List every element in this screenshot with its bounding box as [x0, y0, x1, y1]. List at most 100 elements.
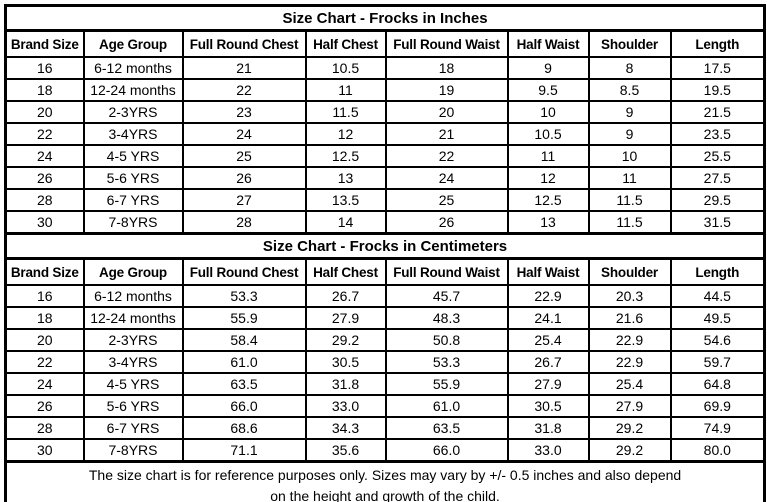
table-cell: 11 — [506, 144, 590, 168]
table-row: 18 12-24 months 55.9 27.9 48.3 24.1 21.6 49.5 — [4, 306, 766, 330]
disclaimer-line-2: on the height and growth of the child. — [270, 488, 500, 502]
table-row: 26 5-6 YRS 66.0 33.0 61.0 30.5 27.9 69.9 — [4, 394, 766, 418]
table-cell: 4-5 YRS — [82, 144, 184, 168]
table-cell: 26 — [4, 394, 85, 418]
column-header: Full Round Chest — [181, 29, 307, 58]
table-cell: 29.5 — [669, 188, 766, 212]
table-cell: 11.5 — [587, 188, 672, 212]
table-row: 20 2-3YRS 58.4 29.2 50.8 25.4 22.9 54.6 — [4, 328, 766, 352]
table-cell: 26 — [181, 166, 307, 190]
table-cell: 68.6 — [181, 416, 307, 440]
table-cell: 12 — [506, 166, 590, 190]
table-cell: 71.1 — [181, 438, 307, 463]
table-cell: 30 — [4, 438, 85, 463]
table-cell: 26.7 — [304, 284, 387, 308]
table-cell: 8.5 — [587, 78, 672, 102]
table-cell: 13 — [304, 166, 387, 190]
table-cell: 10.5 — [304, 56, 387, 80]
table-cell: 21.5 — [669, 100, 766, 124]
table-cell: 28 — [181, 210, 307, 235]
table-cell: 27 — [181, 188, 307, 212]
table-cell: 9.5 — [506, 78, 590, 102]
table-cell: 28 — [4, 416, 85, 440]
table-row: 28 6-7 YRS 68.6 34.3 63.5 31.8 29.2 74.9 — [4, 416, 766, 440]
table-cell: 2-3YRS — [82, 328, 184, 352]
table-cell: 11.5 — [304, 100, 387, 124]
table-cell: 31.5 — [669, 210, 766, 235]
table-cell: 64.8 — [669, 372, 766, 396]
column-header: Half Waist — [506, 29, 590, 58]
table-row: 30 7-8YRS 71.1 35.6 66.0 33.0 29.2 80.0 — [4, 438, 766, 463]
table-cell: 44.5 — [669, 284, 766, 308]
table-cell: 29.2 — [304, 328, 387, 352]
table-body: Size Chart - Frocks in Inches Brand Size A… — [4, 4, 766, 463]
table-cell: 54.6 — [669, 328, 766, 352]
table-cell: 66.0 — [384, 438, 509, 463]
table-cell: 20 — [4, 328, 85, 352]
table-cell: 18 — [4, 78, 85, 102]
disclaimer-row: The size chart is for reference purposes… — [4, 460, 766, 502]
table-cell: 34.3 — [304, 416, 387, 440]
table-cell: 13 — [506, 210, 590, 235]
table-cell: 21.6 — [587, 306, 672, 330]
table-cell: 6-12 months — [82, 56, 184, 80]
table-cell: 6-7 YRS — [82, 188, 184, 212]
disclaimer-line-1: The size chart is for reference purposes… — [88, 467, 682, 483]
table-cell: 23 — [181, 100, 307, 124]
section-title: Size Chart - Frocks in Centimeters — [4, 232, 766, 260]
column-header: Half Chest — [304, 29, 387, 58]
table-cell: 26.7 — [506, 350, 590, 374]
table-cell: 25.4 — [587, 372, 672, 396]
table-cell: 74.9 — [669, 416, 766, 440]
table-cell: 21 — [181, 56, 307, 80]
table-cell: 7-8YRS — [82, 210, 184, 235]
table-cell: 53.3 — [181, 284, 307, 308]
table-cell: 21 — [384, 122, 509, 146]
table-row: 30 7-8YRS 28 14 26 13 11.5 31.5 — [4, 210, 766, 235]
table-cell: 4-5 YRS — [82, 372, 184, 396]
table-cell: 25.5 — [669, 144, 766, 168]
table-cell: 19 — [384, 78, 509, 102]
table-cell: 22 — [4, 350, 85, 374]
table-cell: 19.5 — [669, 78, 766, 102]
table-cell: 63.5 — [384, 416, 509, 440]
table-cell: 12-24 months — [82, 78, 184, 102]
table-cell: 55.9 — [181, 306, 307, 330]
table-cell: 5-6 YRS — [82, 394, 184, 418]
column-header: Length — [669, 29, 766, 58]
table-cell: 5-6 YRS — [82, 166, 184, 190]
table-cell: 22 — [181, 78, 307, 102]
table-cell: 22.9 — [587, 328, 672, 352]
size-chart-table: Size Chart - Frocks in Inches Brand Size A… — [4, 4, 767, 502]
table-cell: 3-4YRS — [82, 122, 184, 146]
table-cell: 11 — [587, 166, 672, 190]
table-cell: 9 — [587, 100, 672, 124]
column-header: Age Group — [82, 29, 184, 58]
table-cell: 30.5 — [506, 394, 590, 418]
section-title-row: Size Chart - Frocks in Centimeters — [4, 232, 766, 260]
table-cell: 13.5 — [304, 188, 387, 212]
column-header: Shoulder — [587, 257, 672, 286]
table-cell: 9 — [587, 122, 672, 146]
table-row: 18 12-24 months 22 11 19 9.5 8.5 19.5 — [4, 78, 766, 102]
table-cell: 61.0 — [384, 394, 509, 418]
table-cell: 63.5 — [181, 372, 307, 396]
table-row: 22 3-4YRS 24 12 21 10.5 9 23.5 — [4, 122, 766, 146]
table-cell: 9 — [506, 56, 590, 80]
column-header: Full Round Chest — [181, 257, 307, 286]
table-cell: 80.0 — [669, 438, 766, 463]
table-cell: 20 — [384, 100, 509, 124]
table-row: 22 3-4YRS 61.0 30.5 53.3 26.7 22.9 59.7 — [4, 350, 766, 374]
column-header-row: Brand Size Age Group Full Round Chest Half … — [4, 257, 766, 286]
column-header: Shoulder — [587, 29, 672, 58]
table-cell: 27.9 — [304, 306, 387, 330]
table-cell: 22.9 — [587, 350, 672, 374]
table-cell: 22.9 — [506, 284, 590, 308]
disclaimer: The size chart is for reference purposes… — [4, 460, 766, 502]
column-header: Half Chest — [304, 257, 387, 286]
table-cell: 50.8 — [384, 328, 509, 352]
table-cell: 3-4YRS — [82, 350, 184, 374]
table-cell: 2-3YRS — [82, 100, 184, 124]
table-cell: 10 — [506, 100, 590, 124]
table-cell: 33.0 — [506, 438, 590, 463]
